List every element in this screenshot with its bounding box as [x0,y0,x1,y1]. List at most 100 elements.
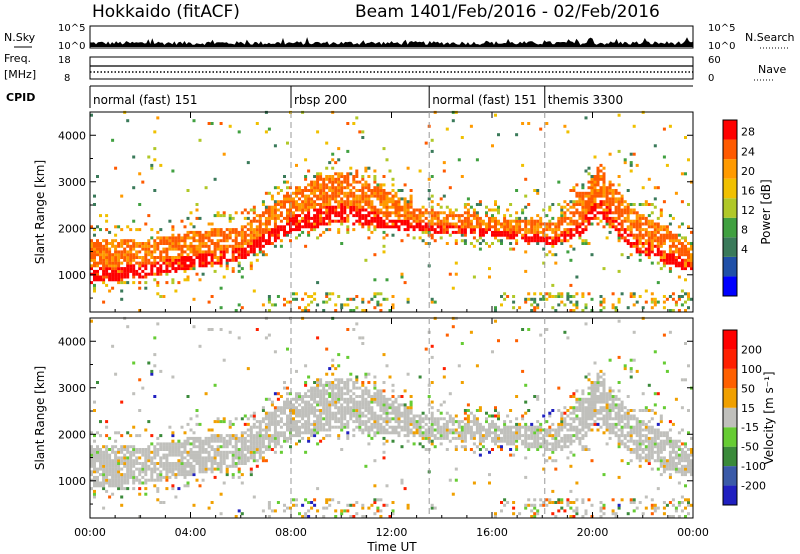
power-cell [385,278,389,282]
velocity-cell [120,434,124,438]
velocity-cell [500,445,503,449]
velocity-cell [195,439,199,443]
velocity-cell [343,414,347,418]
velocity-cell [267,411,271,415]
power-cell [424,230,428,234]
power-cell [533,228,537,232]
velocity-cell [126,445,130,449]
power-cell [231,267,235,271]
velocity-cell [201,464,205,468]
velocity-cell [367,428,371,432]
velocity-cell [286,392,289,396]
velocity-cell [168,445,172,449]
velocity-cell [192,464,196,468]
power-cell [313,297,317,301]
power-cell [454,225,458,229]
velocity-cell [451,428,455,432]
power-cell [355,203,359,206]
power-cell [475,203,479,206]
velocity-cell [249,473,253,477]
power-cell [237,230,241,234]
power-cell [596,216,600,220]
power-cell [614,200,618,204]
velocity-cell [358,403,362,407]
velocity-cell [403,406,407,410]
power-cell [255,242,259,245]
velocity-cell [524,445,528,449]
velocity-cell [445,431,449,435]
power-cell [469,205,473,209]
velocity-cell [283,381,286,384]
power-cell [96,261,99,265]
power-cell [400,205,404,209]
velocity-cell [548,431,552,435]
velocity-cell [560,422,564,426]
velocity-cell [264,397,268,401]
power-cell [403,211,407,215]
power-cell [258,230,262,234]
power-cell [581,197,585,201]
velocity-cell [298,420,301,424]
power-cell [491,144,494,148]
power-cell [165,281,169,285]
velocity-cell [512,434,516,438]
power-cell [340,208,344,212]
power-cell [518,219,522,223]
velocity-cell [138,450,142,454]
power-cell [352,297,356,301]
velocity-cell [126,456,130,460]
power-cell [367,300,371,304]
velocity-cell [478,406,482,410]
velocity-cell [249,431,253,435]
power-cell [632,242,636,245]
power-cell [494,230,497,234]
power-cell [379,194,383,198]
power-cell [379,303,383,307]
velocity-cell [207,456,211,460]
power-cell [322,222,326,226]
power-cell [270,211,274,215]
power-cell [488,244,491,248]
power-cell [279,211,283,215]
velocity-cell [240,462,244,465]
velocity-cell [542,453,546,457]
power-cell [138,272,142,276]
power-cell [623,230,627,234]
nsky-right-tick-bottom: 10^0 [708,41,735,52]
velocity-cell [313,503,317,507]
power-cell [129,244,133,248]
power-cell [370,222,374,226]
velocity-cell [533,428,537,432]
power-cell [370,297,374,301]
power-cell [533,189,537,192]
power-cell [204,261,208,265]
power-cell [264,253,268,257]
power-cell [153,244,157,248]
velocity-cell [385,409,389,412]
power-cell [430,228,434,232]
velocity-cell [129,434,133,438]
power-cell [608,219,612,223]
velocity-cell [159,456,163,460]
power-cell [213,269,217,273]
velocity-cell [279,431,283,435]
power-cell [491,219,494,223]
power-cell [509,228,513,232]
power-cell [690,253,693,257]
velocity-cell [292,417,295,421]
velocity-cell [509,453,513,457]
power-cell [557,295,561,298]
velocity-cell [90,319,93,323]
velocity-cell [138,481,142,485]
power-cell [590,205,594,209]
velocity-cell [497,414,500,418]
power-cell [632,244,636,248]
power-cell [617,200,621,204]
velocity-cell [379,414,383,418]
velocity-cell [328,411,332,415]
velocity-cell [521,369,525,373]
velocity-cell [373,386,377,390]
velocity-cell [409,417,413,421]
velocity-cell [503,431,507,435]
velocity-cell [370,425,374,429]
